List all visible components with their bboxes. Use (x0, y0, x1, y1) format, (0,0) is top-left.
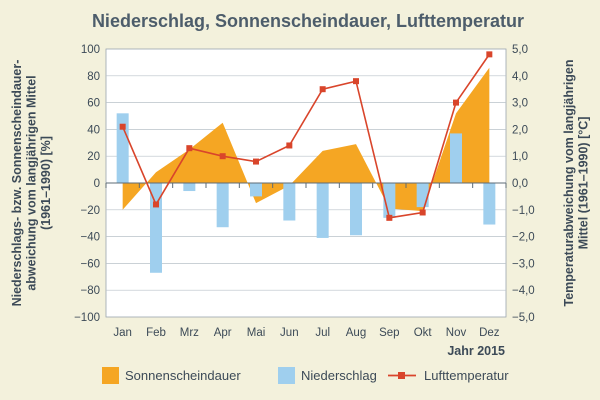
x-axis-tick-label: Sep (379, 327, 399, 339)
x-axis-tick-label: Mrz (180, 327, 199, 339)
temperature-point (486, 51, 493, 58)
left-axis-tick-label: 40 (87, 124, 100, 136)
right-axis-tick-label: −1,0 (512, 205, 535, 217)
left-axis-tick-label: 80 (87, 71, 100, 83)
right-axis-tick-label: 4,0 (512, 71, 528, 83)
legend-swatch-precipitation (278, 367, 295, 384)
left-axis-tick-label: −40 (80, 232, 100, 244)
x-axis-tick-label: Jul (315, 327, 330, 339)
precipitation-bar (316, 183, 329, 238)
year-label: Jahr 2015 (447, 344, 505, 358)
precipitation-bar (183, 183, 196, 192)
right-axis-tick-label: 3,0 (512, 98, 528, 110)
right-axis-title-line: Temperaturabweichung vom langjährigen (562, 59, 576, 306)
left-axis-tick-label: −20 (80, 205, 100, 217)
legend-label-temperature: Lufttemperatur (424, 368, 509, 383)
left-axis-tick-label: −80 (80, 285, 100, 297)
temperature-point (186, 145, 193, 152)
x-axis-tick-label: Dez (479, 327, 500, 339)
temperature-point (453, 99, 459, 106)
precipitation-bar (383, 183, 396, 218)
left-axis-tick-label: −60 (80, 258, 100, 270)
x-axis-tick-label: Jun (280, 327, 299, 339)
precipitation-bar (216, 183, 229, 228)
left-axis-title-line: abweichung vom langjährigen Mittel (25, 75, 39, 290)
x-axis-tick-label: Nov (446, 327, 467, 339)
precipitation-bar (416, 183, 429, 208)
legend-swatch-sunshine (102, 367, 119, 384)
temperature-point (386, 214, 393, 221)
temperature-line (121, 53, 490, 219)
right-axis-tick-label: −4,0 (512, 285, 535, 297)
left-axis-title-line: (1961–1990) [%] (39, 136, 53, 230)
left-axis-tick-label: 60 (87, 98, 100, 110)
right-axis-tick-label: −3,0 (512, 258, 535, 270)
right-axis-tick-label: 2,0 (512, 124, 528, 136)
precipitation-bar (116, 113, 129, 183)
right-axis-tick-label: 5,0 (512, 44, 528, 56)
legend-swatch-temperature-point (398, 372, 405, 379)
x-axis-tick-label: Feb (146, 327, 166, 339)
temperature-point (353, 78, 359, 85)
left-axis-tick-label: −100 (74, 312, 100, 324)
x-axis-tick-label: Apr (214, 327, 232, 339)
left-axis-tick-label: 20 (87, 151, 100, 163)
sunshine-area (122, 67, 490, 212)
temperature-point (286, 142, 293, 149)
temperature-point (419, 209, 426, 216)
right-axis-title: Temperaturabweichung vom langjährigen Mit… (562, 59, 591, 306)
x-axis-tick-label: Jan (113, 327, 132, 339)
temperature-point (153, 201, 159, 208)
precipitation-bar (250, 183, 262, 197)
precipitation-bar (450, 133, 462, 183)
legend-label-precipitation: Niederschlag (301, 368, 377, 383)
right-axis-tick-label: −5,0 (512, 312, 535, 324)
temperature-point (219, 153, 226, 160)
chart-title: Niederschlag, Sonnenscheindauer, Lufttem… (92, 11, 524, 31)
left-axis-tick-label: 0 (94, 178, 100, 190)
temperature-point (253, 158, 259, 165)
temperature-point (319, 86, 326, 93)
legend-label-sunshine: Sonnenscheindauer (125, 368, 241, 383)
right-axis-title-line: Mittel (1961–1990) [°C] (577, 117, 591, 250)
left-axis-title-line: Niederschlags- bzw. Sonnenscheindauer- (10, 60, 24, 307)
right-axis-tick-label: 0,0 (512, 178, 528, 190)
precipitation-bar (350, 183, 362, 236)
right-axis-tick-label: −2,0 (512, 232, 535, 244)
x-axis-tick-label: Mai (247, 327, 266, 339)
left-axis-title: Niederschlags- bzw. Sonnenscheindauer-ab… (10, 60, 53, 307)
left-axis-tick-label: 100 (81, 44, 100, 56)
precipitation-bar (283, 183, 296, 221)
precipitation-bar (483, 183, 496, 225)
temperature-point (119, 123, 126, 130)
x-axis-tick-label: Okt (414, 327, 433, 339)
x-axis-tick-label: Aug (346, 327, 366, 339)
right-axis-tick-label: 1,0 (512, 151, 528, 163)
